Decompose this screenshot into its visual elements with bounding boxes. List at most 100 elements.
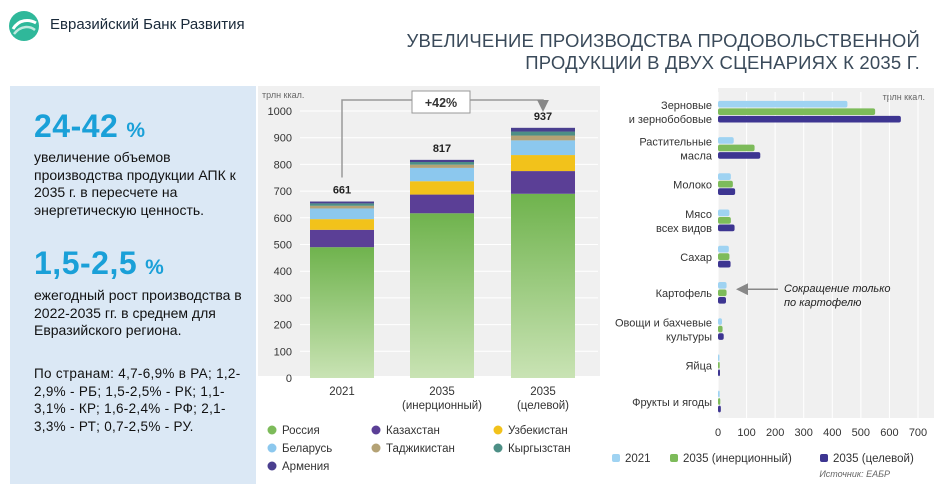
hbar-x-tick-label: 500 [852, 427, 870, 439]
stacked-y-tick-label: 500 [274, 240, 292, 252]
legend-label-russia: Россия [282, 425, 320, 437]
stacked-y-tick-label: 800 [274, 159, 292, 171]
stat2-unit: % [145, 256, 165, 279]
hbar-bar [718, 354, 720, 362]
hbar-unit-label: трлн ккал. [883, 92, 925, 102]
stacked-bar-segment [511, 155, 575, 172]
hbar-bar [718, 405, 721, 413]
hbar-bar [718, 137, 734, 144]
hbar-legend-swatch [670, 454, 678, 462]
hbar-bar [718, 318, 722, 325]
hbar-bar [718, 296, 726, 304]
hbar-bar [718, 390, 720, 398]
stacked-bar-segment [511, 127, 575, 132]
hbar-x-tick-label: 600 [880, 427, 898, 439]
hbar-plot-bg [718, 88, 934, 418]
hbar-bar [718, 180, 733, 188]
stacked-bar-segment [410, 213, 474, 378]
hbar-bar [718, 108, 876, 116]
stacked-total-label: 937 [534, 111, 552, 123]
stacked-bar-segment [511, 140, 575, 156]
stacked-y-tick-label: 400 [274, 266, 292, 278]
stacked-bar-segment [310, 203, 374, 206]
stacked-bar-segment [410, 167, 474, 182]
stacked-bar-segment [310, 205, 374, 209]
stacked-bar-segment [410, 164, 474, 168]
growth-label: +42% [425, 96, 457, 110]
hbar-legend-label: 2035 (целевой) [833, 453, 914, 465]
hbar-category-label: Зерновые и зернобобовые [629, 100, 712, 126]
hbar-bar [718, 289, 727, 297]
hbar-bar [718, 245, 729, 253]
legend-label-belarus: Беларусь [282, 443, 332, 455]
hbar-x-tick-label: 100 [737, 427, 755, 439]
hbar-bar [718, 224, 735, 232]
legend-swatch-kyrgyzstan [493, 443, 503, 453]
stacked-bar-segment [410, 181, 474, 195]
stacked-bar-segment [511, 193, 575, 378]
hbar-bar [718, 253, 730, 260]
hbar-category-label: Овощи и бахчевые культуры [615, 317, 712, 343]
stat1-value: 24-42 [34, 108, 119, 144]
legend-swatch-russia [267, 425, 277, 435]
stat1-unit: % [126, 119, 146, 142]
hbar-legend-label: 2021 [625, 453, 651, 465]
hbar-bar [718, 217, 731, 224]
stacked-bar-segment [410, 159, 474, 162]
stacked-bar-segment [410, 161, 474, 165]
stacked-bar-segment [511, 171, 575, 194]
stat2-value: 1,5-2,5 [34, 245, 138, 281]
legend-swatch-tajikistan [371, 443, 381, 453]
stat2-figure: 1,5-2,5% [34, 245, 164, 282]
stacked-bar-segment [310, 201, 374, 204]
stat1-figure: 24-42% [34, 108, 146, 145]
legend-swatch-kazakhstan [371, 425, 381, 435]
stat1-text: увеличение объемов производства продукци… [34, 149, 236, 218]
chart-legends: Россия Казахстан Узбекистан Беларусь Таджики… [267, 425, 914, 473]
page-title: УВЕЛИЧЕНИЕ ПРОИЗВОДСТВА ПРОДОВОЛЬСТВЕННО… [320, 30, 920, 74]
stacked-total-label: 817 [433, 143, 451, 155]
stacked-bar-segment [410, 194, 474, 214]
hbar-category-label: Сахар [680, 252, 712, 264]
stacked-x-tick-label: 2021 [329, 386, 355, 398]
annotation-text: Сокращение только по картофелю [784, 283, 891, 309]
stacked-y-tick-label: 1000 [268, 106, 292, 118]
source-note: Источник: ЕАБР [819, 469, 890, 479]
legend-label-uzbekistan: Узбекистан [508, 425, 568, 437]
hbar-x-tick-label: 0 [715, 427, 721, 439]
logo-icon [9, 11, 39, 41]
hbar-bar [718, 152, 761, 159]
legend-swatch-belarus [267, 443, 277, 453]
hbar-x-tick-label: 400 [823, 427, 841, 439]
stat2-text: ежегодный рост производства в 2022-2035 … [34, 287, 242, 338]
stacked-bar-chart: трлн ккал. 0 100 200 300 400 500 600 700 800 900 10… [262, 90, 598, 412]
hbar-bar [718, 144, 755, 152]
org-name: Евразийский Банк Развития [50, 16, 245, 33]
hbar-bar [718, 209, 730, 217]
horizontal-bar-chart: трлн ккал. 0 100 200 300 400 500 600 700 Зерновые… [615, 88, 934, 439]
hbar-category-label: Мясо всех видов [656, 209, 712, 235]
legend-label-kazakhstan: Казахстан [386, 425, 440, 437]
stacked-x-tick-label: 2035 (целевой) [517, 386, 569, 412]
stacked-bar-segment [511, 135, 575, 141]
stacked-y-tick-label: 100 [274, 346, 292, 358]
legend-swatch-armenia [267, 461, 277, 471]
stacked-y-tick-label: 0 [286, 373, 292, 385]
hbar-category-label: Растительные масла [639, 136, 713, 162]
hbar-legend-swatch [820, 454, 828, 462]
hbar-bar [718, 325, 723, 333]
legend-label-tajikistan: Таджикистан [386, 443, 455, 455]
stacked-y-tick-label: 900 [274, 133, 292, 145]
stacked-bar-segment [310, 247, 374, 378]
hbar-category-label: Яйца [685, 361, 712, 373]
stacked-bar-segment [310, 219, 374, 230]
hbar-x-tick-label: 700 [909, 427, 927, 439]
stacked-y-tick-label: 600 [274, 213, 292, 225]
stacked-x-tick-label: 2035 (инерционный) [402, 386, 482, 412]
hbar-bar [718, 398, 721, 405]
growth-badge [411, 90, 471, 114]
hbar-x-tick-label: 200 [766, 427, 784, 439]
hbar-bar [718, 361, 720, 369]
stacked-unit-label: трлн ккал. [262, 90, 304, 100]
